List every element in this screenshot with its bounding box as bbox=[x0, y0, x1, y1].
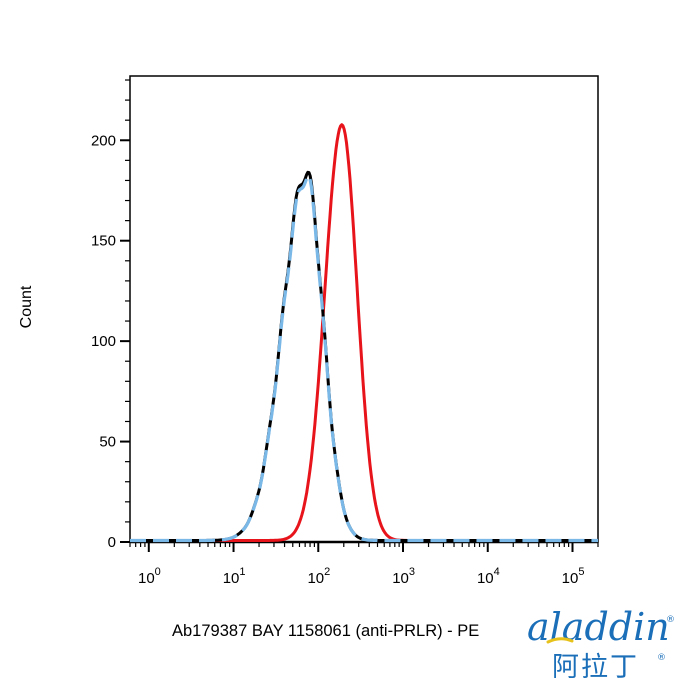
x-tick-label-exponent: 0 bbox=[155, 566, 161, 578]
logo-chinese-name: 阿拉丁 bbox=[552, 652, 639, 683]
x-tick-label-base: 10 bbox=[223, 570, 240, 587]
series-line-2 bbox=[129, 170, 599, 542]
x-tick-label: 104 bbox=[477, 566, 500, 587]
x-tick-label-base: 10 bbox=[477, 570, 494, 587]
x-tick-label: 101 bbox=[223, 566, 246, 587]
x-tick-label: 103 bbox=[392, 566, 415, 587]
x-tick-label: 105 bbox=[562, 566, 585, 587]
x-tick-label-base: 10 bbox=[307, 570, 324, 587]
x-tick-label-base: 10 bbox=[138, 570, 155, 587]
aladdin-logo: aladdin ® 阿拉丁 ® bbox=[527, 605, 675, 683]
y-axis: 0 50 100 150 200 bbox=[91, 79, 130, 551]
y-tick-label: 200 bbox=[91, 132, 116, 149]
x-tick-label-exponent: 2 bbox=[324, 566, 330, 578]
series-group bbox=[129, 123, 599, 543]
y-tick-label: 100 bbox=[91, 333, 116, 350]
y-tick-label: 150 bbox=[91, 233, 116, 250]
y-tick-label: 50 bbox=[99, 434, 116, 451]
plot-frame bbox=[129, 75, 599, 543]
x-tick-label-exponent: 5 bbox=[578, 566, 584, 578]
x-tick-label-exponent: 1 bbox=[239, 566, 245, 578]
series-line-1 bbox=[129, 123, 599, 542]
logo-registered-mark: ® bbox=[666, 615, 675, 625]
x-tick-label-base: 10 bbox=[562, 570, 579, 587]
series-line-3 bbox=[129, 174, 599, 543]
x-tick-label-exponent: 3 bbox=[409, 566, 415, 578]
y-axis-title: Count bbox=[18, 285, 35, 328]
x-tick-label-exponent: 4 bbox=[494, 566, 500, 578]
x-tick-label-base: 10 bbox=[392, 570, 409, 587]
y-tick-label: 0 bbox=[108, 534, 116, 551]
x-tick-label: 100 bbox=[138, 566, 161, 587]
x-axis: 100 101 102 103 104 105 bbox=[129, 540, 599, 587]
logo-swoosh-icon bbox=[546, 637, 574, 644]
x-axis-title: Ab179387 BAY 1158061 (anti-PRLR) - PE bbox=[172, 622, 479, 640]
logo-chinese-registered-mark: ® bbox=[657, 653, 666, 663]
x-tick-label: 102 bbox=[307, 566, 330, 587]
